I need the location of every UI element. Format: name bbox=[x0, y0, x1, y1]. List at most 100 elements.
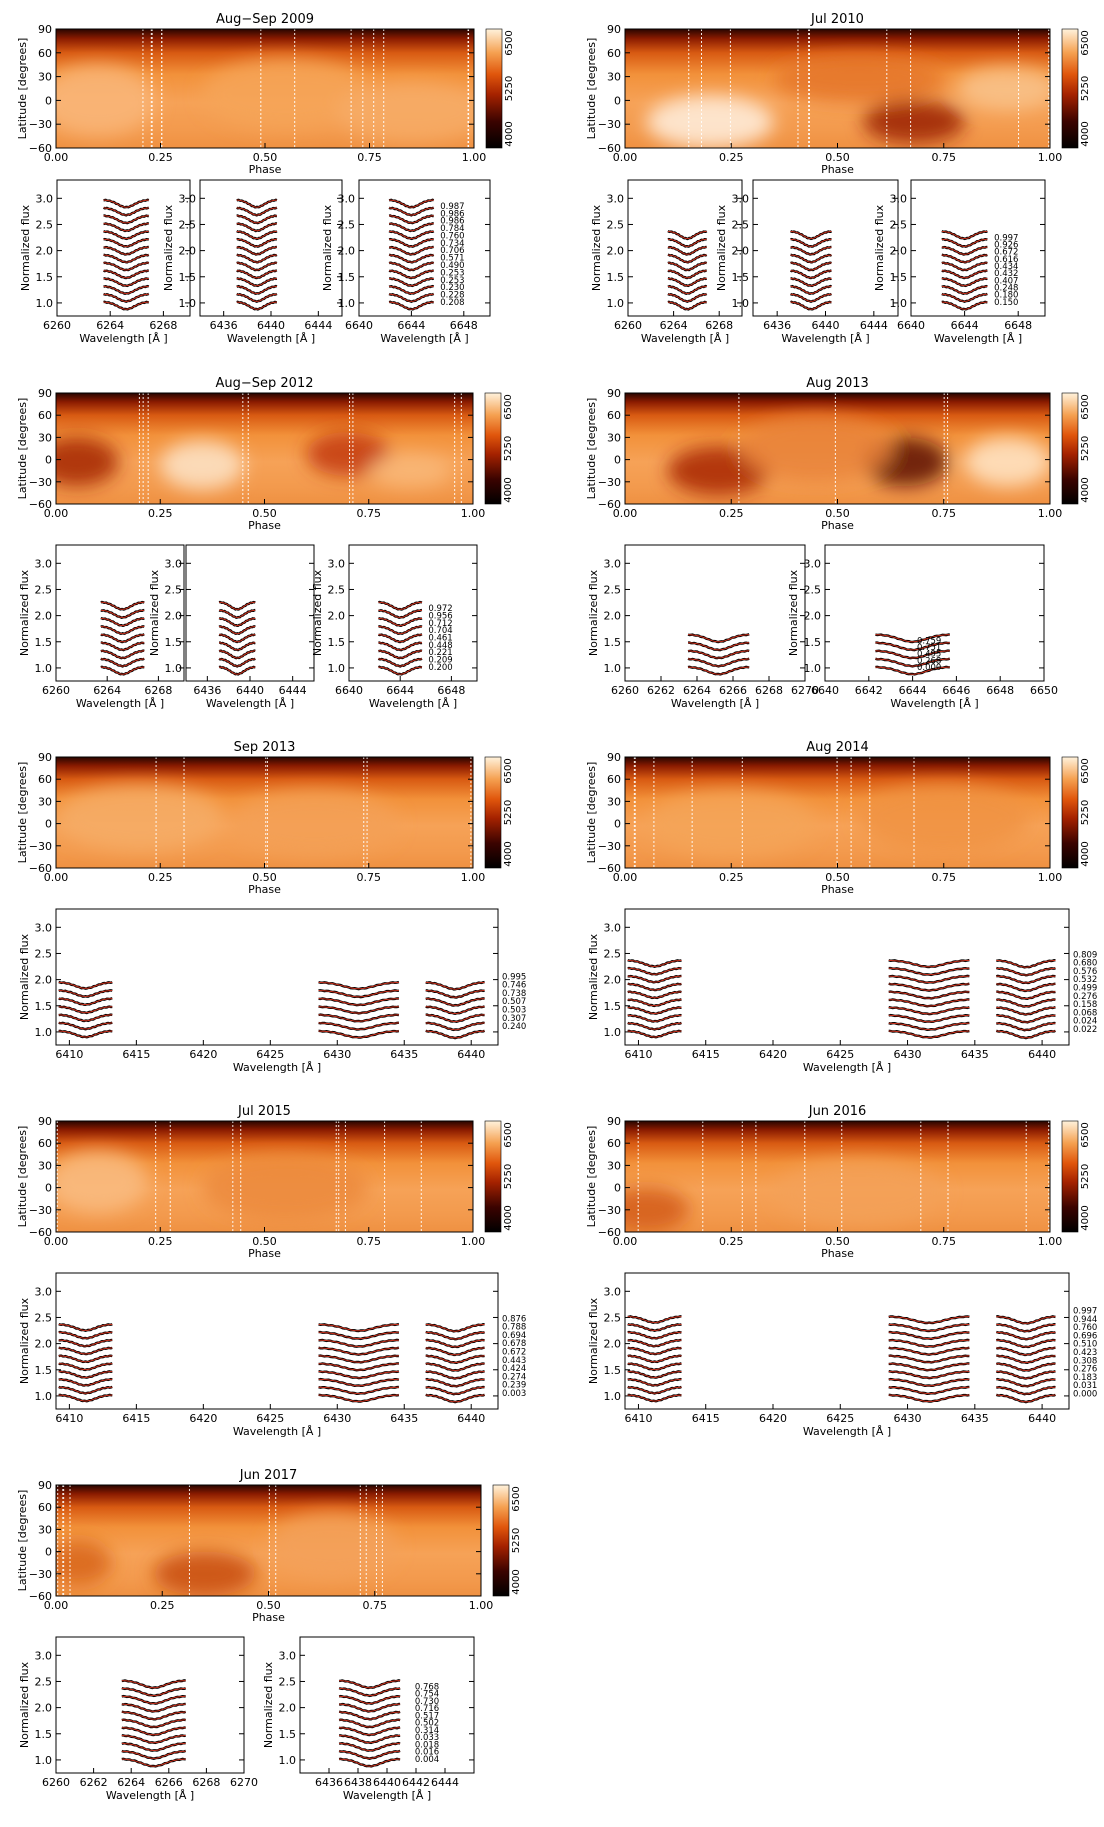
phase-label: 0.490 bbox=[440, 261, 464, 271]
model-profile bbox=[996, 999, 1056, 1007]
y-axis-label: Normalized flux bbox=[587, 1297, 600, 1384]
phase-label: 0.809 bbox=[1073, 950, 1097, 960]
x-axis-label: Wavelength [Å ] bbox=[641, 332, 729, 345]
phase-label: 0.694 bbox=[502, 1331, 526, 1341]
model-profile bbox=[339, 1703, 401, 1712]
profile-panel: 3.0 2.5 2.0 1.5 1.0 6436 6438 6440 6442 6444Wavel… bbox=[262, 1636, 475, 1802]
y-tick-label: −30 bbox=[29, 840, 52, 853]
temperature-map bbox=[56, 393, 473, 504]
y-tick-label: 2.0 bbox=[35, 1338, 53, 1351]
model-profile bbox=[103, 301, 149, 310]
x-tick-label: 6260 bbox=[611, 684, 639, 697]
phase-label: 0.730 bbox=[415, 1697, 439, 1707]
model-profile bbox=[100, 601, 145, 610]
temperature-map bbox=[625, 393, 1050, 504]
model-profile bbox=[236, 238, 277, 247]
x-tick-label: 1.00 bbox=[461, 871, 486, 884]
x-tick-label: 0.50 bbox=[825, 151, 850, 164]
temperature-spot bbox=[773, 1159, 944, 1227]
x-tick-label: 6440 bbox=[373, 1776, 401, 1789]
phase-label: 0.208 bbox=[440, 298, 464, 308]
y-tick-label: 2.0 bbox=[604, 1338, 622, 1351]
map-panel-7: Jun 2016 90 60 30 0 −30 −600.00 0.25 0.50 0.75 1.0… bbox=[585, 1104, 1091, 1260]
phase-label: 0.209 bbox=[428, 656, 452, 666]
model-profile bbox=[996, 1316, 1056, 1324]
model-profile bbox=[58, 1355, 113, 1363]
y-tick-label: 30 bbox=[607, 431, 621, 444]
model-profile bbox=[100, 634, 145, 643]
y-tick-label: 0 bbox=[614, 1182, 621, 1195]
y-axis-label: Latitude [degrees] bbox=[585, 398, 598, 500]
y-tick-label: 90 bbox=[607, 23, 621, 36]
phase-label: 0.253 bbox=[440, 268, 464, 278]
phase-label: 0.784 bbox=[440, 224, 464, 234]
x-tick-label: 0.25 bbox=[719, 151, 744, 164]
y-tick-label: 1.5 bbox=[279, 1728, 297, 1741]
y-tick-label: 0 bbox=[45, 1182, 52, 1195]
model-profile bbox=[219, 617, 256, 627]
temperature-spot bbox=[56, 784, 223, 852]
model-profile bbox=[58, 1347, 113, 1355]
colorbar-tick-label: 6500 bbox=[503, 394, 514, 419]
model-profile bbox=[339, 1727, 401, 1736]
model-profile bbox=[389, 293, 434, 302]
model-profile bbox=[425, 1331, 485, 1340]
map-features bbox=[56, 58, 474, 143]
colorbar-tick-label: 4000 bbox=[503, 477, 514, 502]
y-tick-label: 3.0 bbox=[328, 557, 346, 570]
x-axis-label: Phase bbox=[248, 883, 281, 896]
model-profile bbox=[996, 1331, 1056, 1340]
profile-frame bbox=[624, 908, 1070, 1046]
model-profile bbox=[627, 983, 682, 991]
model-profile bbox=[121, 1735, 186, 1744]
phase-label: 0.000 bbox=[917, 663, 941, 673]
phase-label: 0.003 bbox=[502, 1389, 526, 1399]
phase-label: 0.517 bbox=[415, 1711, 439, 1721]
x-tick-label: 0.50 bbox=[252, 507, 277, 520]
y-axis-label: Normalized flux bbox=[321, 204, 334, 291]
phase-label: 0.031 bbox=[1073, 1381, 1097, 1391]
model-profile bbox=[888, 959, 970, 968]
phase-label: 0.576 bbox=[1073, 967, 1097, 977]
y-tick-label: 1.5 bbox=[338, 271, 356, 284]
x-tick-label: 6644 bbox=[397, 319, 425, 332]
model-profile bbox=[339, 1719, 401, 1728]
y-tick-label: −60 bbox=[598, 1226, 621, 1239]
colorbar-tick-label: 6500 bbox=[1080, 394, 1091, 419]
y-tick-label: 2.5 bbox=[732, 218, 750, 231]
model-profile bbox=[941, 238, 988, 247]
model-profile bbox=[318, 981, 399, 990]
map-title: Aug−Sep 2012 bbox=[216, 376, 314, 391]
y-tick-label: 1.5 bbox=[35, 636, 53, 649]
model-profile bbox=[888, 1316, 970, 1324]
model-profile bbox=[875, 650, 950, 659]
profile-frame bbox=[624, 1272, 1070, 1410]
model-profile bbox=[941, 270, 988, 279]
colorbar-tick-label: 6500 bbox=[503, 1122, 514, 1147]
y-tick-label: 2.0 bbox=[890, 245, 908, 258]
colorbar-tick-label: 6500 bbox=[1080, 758, 1091, 783]
model-profile bbox=[790, 278, 832, 287]
model-profile bbox=[667, 301, 707, 310]
model-profile bbox=[888, 1355, 970, 1363]
model-profile bbox=[100, 650, 145, 659]
phase-label: 0.760 bbox=[440, 231, 464, 241]
colorbar-tick-label: 5250 bbox=[1080, 76, 1091, 101]
phase-label: 0.997 bbox=[1073, 1306, 1097, 1316]
y-axis-label: Normalized flux bbox=[18, 1297, 31, 1384]
map-features bbox=[646, 55, 1050, 148]
y-axis-label: Latitude [degrees] bbox=[585, 38, 598, 140]
x-tick-label: 0.50 bbox=[252, 871, 277, 884]
x-tick-label: 1.00 bbox=[1038, 1235, 1063, 1248]
x-tick-label: 0.50 bbox=[825, 871, 850, 884]
model-profile bbox=[339, 1758, 401, 1767]
model-profile bbox=[996, 1386, 1056, 1395]
model-profile bbox=[100, 658, 145, 667]
phase-label: 0.751 bbox=[917, 643, 941, 653]
x-tick-label: 6436 bbox=[315, 1776, 343, 1789]
colorbar bbox=[1061, 1120, 1079, 1233]
model-profile bbox=[236, 293, 277, 302]
